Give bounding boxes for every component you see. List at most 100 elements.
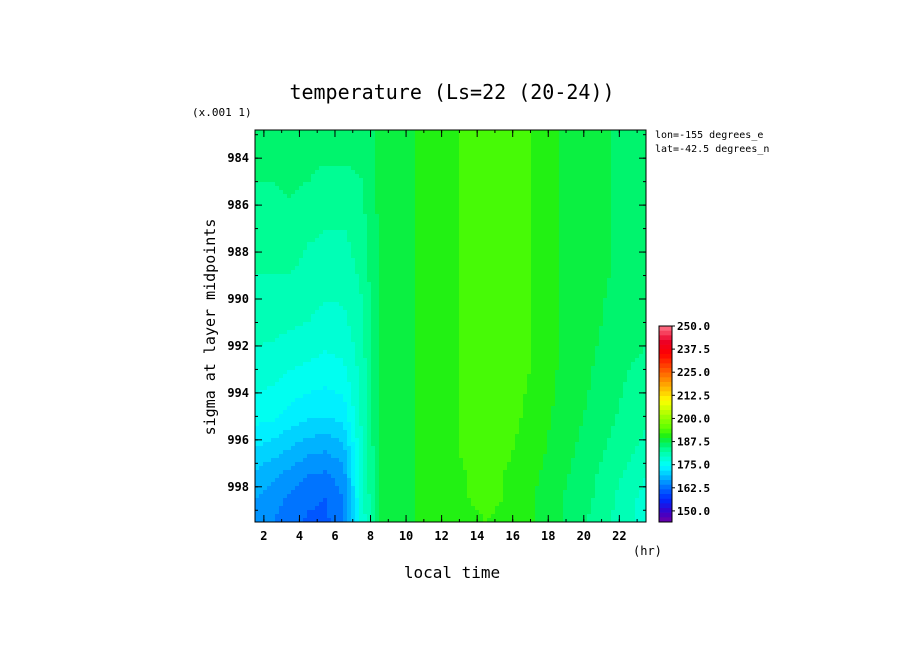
field-cell: [615, 242, 620, 247]
field-cell: [459, 222, 464, 227]
field-cell: [623, 274, 628, 279]
field-cell: [527, 186, 532, 191]
field-cell: [511, 198, 516, 203]
field-cell: [347, 294, 352, 299]
field-cell: [395, 226, 400, 231]
field-cell: [475, 330, 480, 335]
field-cell: [471, 134, 476, 139]
field-cell: [255, 190, 260, 195]
field-cell: [467, 218, 472, 223]
field-cell: [407, 302, 412, 307]
field-cell: [259, 186, 264, 191]
field-cell: [439, 138, 444, 143]
field-cell: [507, 294, 512, 299]
field-cell: [391, 174, 396, 179]
field-cell: [599, 134, 604, 139]
field-cell: [631, 274, 636, 279]
field-cell: [499, 146, 504, 151]
field-cell: [495, 278, 500, 283]
field-cell: [439, 186, 444, 191]
field-cell: [591, 250, 596, 255]
field-cell: [603, 298, 608, 303]
field-cell: [587, 266, 592, 271]
field-cell: [351, 166, 356, 171]
field-cell: [507, 134, 512, 139]
field-cell: [287, 250, 292, 255]
field-cell: [563, 202, 568, 207]
field-cell: [327, 130, 332, 135]
field-cell: [583, 222, 588, 227]
field-cell: [495, 154, 500, 159]
field-cell: [355, 262, 360, 267]
field-cell: [591, 190, 596, 195]
field-cell: [519, 170, 524, 175]
field-cell: [303, 190, 308, 195]
field-cell: [299, 314, 304, 319]
field-cell: [439, 306, 444, 311]
field-cell: [599, 202, 604, 207]
field-cell: [607, 134, 612, 139]
field-cell: [395, 250, 400, 255]
field-cell: [283, 250, 288, 255]
field-cell: [267, 146, 272, 151]
field-cell: [395, 138, 400, 143]
field-cell: [511, 298, 516, 303]
field-cell: [503, 222, 508, 227]
field-cell: [455, 214, 460, 219]
field-cell: [275, 210, 280, 215]
field-cell: [415, 210, 420, 215]
field-cell: [271, 318, 276, 323]
field-cell: [615, 150, 620, 155]
field-cell: [571, 218, 576, 223]
field-cell: [615, 146, 620, 151]
field-cell: [319, 270, 324, 275]
field-cell: [611, 322, 616, 327]
field-cell: [451, 130, 456, 135]
field-cell: [595, 138, 600, 143]
field-cell: [483, 142, 488, 147]
field-cell: [419, 150, 424, 155]
field-cell: [271, 286, 276, 291]
field-cell: [535, 130, 540, 135]
field-cell: [483, 322, 488, 327]
field-cell: [639, 222, 644, 227]
field-cell: [547, 230, 552, 235]
field-cell: [623, 318, 628, 323]
field-cell: [347, 222, 352, 227]
field-cell: [603, 234, 608, 239]
field-cell: [439, 278, 444, 283]
field-cell: [555, 142, 560, 147]
field-cell: [639, 218, 644, 223]
field-cell: [635, 306, 640, 311]
field-cell: [523, 190, 528, 195]
field-cell: [367, 142, 372, 147]
field-cell: [267, 246, 272, 251]
field-cell: [587, 186, 592, 191]
field-cell: [311, 286, 316, 291]
field-cell: [391, 250, 396, 255]
field-cell: [607, 258, 612, 263]
field-cell: [371, 198, 376, 203]
field-cell: [359, 234, 364, 239]
field-cell: [355, 250, 360, 255]
field-cell: [383, 146, 388, 151]
field-cell: [339, 178, 344, 183]
field-cell: [599, 298, 604, 303]
field-cell: [547, 238, 552, 243]
field-cell: [539, 210, 544, 215]
field-cell: [447, 286, 452, 291]
field-cell: [355, 210, 360, 215]
field-cell: [587, 174, 592, 179]
field-cell: [595, 270, 600, 275]
field-cell: [571, 178, 576, 183]
field-cell: [371, 146, 376, 151]
field-cell: [623, 198, 628, 203]
field-cell: [619, 302, 624, 307]
field-cell: [523, 250, 528, 255]
field-cell: [543, 162, 548, 167]
field-cell: [271, 194, 276, 199]
field-cell: [591, 262, 596, 267]
field-cell: [463, 310, 468, 315]
field-cell: [395, 306, 400, 311]
field-cell: [307, 238, 312, 243]
